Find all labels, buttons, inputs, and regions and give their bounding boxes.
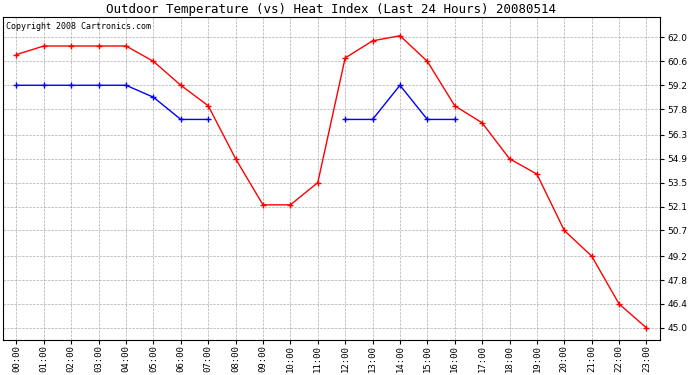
Title: Outdoor Temperature (vs) Heat Index (Last 24 Hours) 20080514: Outdoor Temperature (vs) Heat Index (Las…	[106, 3, 556, 16]
Text: Copyright 2008 Cartronics.com: Copyright 2008 Cartronics.com	[6, 22, 151, 31]
